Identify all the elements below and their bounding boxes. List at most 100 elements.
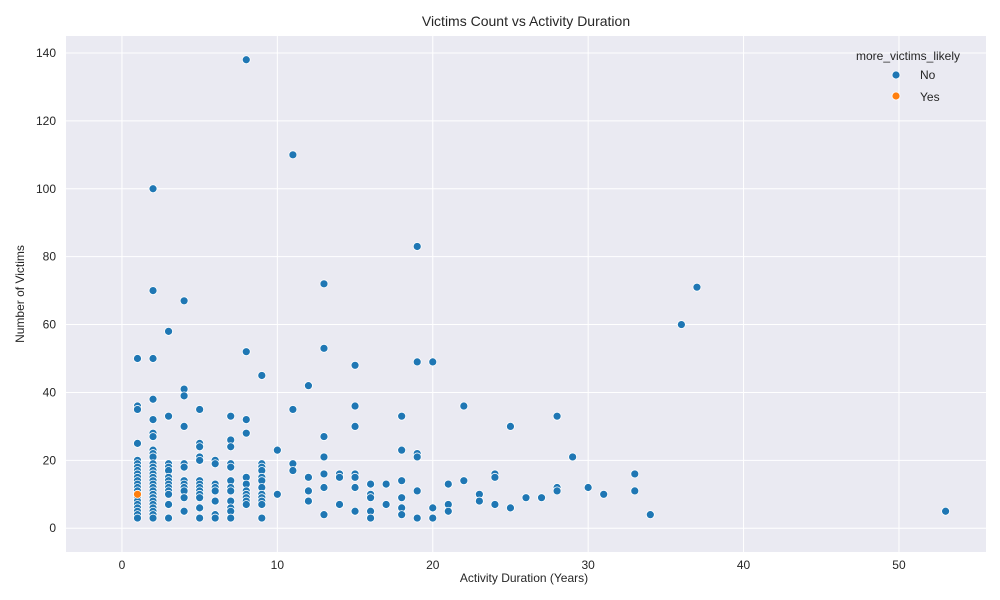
data-point-no [521, 493, 531, 503]
data-point-no [195, 503, 205, 513]
chart-title: Victims Count vs Activity Duration [422, 13, 630, 29]
data-point-no [133, 438, 142, 448]
data-point-no [552, 411, 562, 421]
data-point-no [350, 506, 360, 516]
data-point-no [304, 381, 313, 391]
legend-title: more_victims_likely [856, 49, 960, 63]
y-tick-label: 60 [43, 318, 57, 332]
data-point-no [319, 510, 329, 520]
data-point-no [568, 452, 578, 462]
data-point-no [443, 506, 453, 516]
data-point-no [195, 405, 205, 414]
x-tick-label: 40 [737, 558, 751, 572]
plot-background [66, 36, 986, 552]
data-point-no [630, 486, 640, 496]
x-tick-labels: 0 10 20 30 40 50 [119, 558, 906, 572]
data-point-no [304, 486, 313, 496]
data-point-no [537, 493, 546, 503]
y-tick-label: 120 [36, 114, 56, 128]
data-point-no [319, 343, 329, 353]
data-point-no [164, 411, 173, 421]
data-point-no [397, 493, 407, 503]
legend-label-no: No [920, 68, 936, 82]
data-point-no [257, 371, 267, 380]
data-point-no [272, 445, 282, 455]
data-point-no [490, 500, 500, 509]
data-point-no [335, 500, 344, 509]
data-point-no [599, 489, 609, 499]
data-point-no [397, 476, 407, 486]
data-point-no [148, 184, 158, 194]
data-point-no [195, 442, 205, 452]
data-point-no [148, 432, 158, 441]
data-point-no [179, 391, 189, 401]
data-point-no [164, 513, 173, 523]
grid-lines [66, 36, 986, 552]
data-point-no [164, 489, 173, 499]
data-point-no [677, 320, 686, 329]
data-point-no [210, 486, 220, 496]
data-point-no [148, 286, 158, 296]
x-tick-label: 0 [119, 558, 126, 572]
data-point-no [210, 513, 220, 523]
data-point-no [366, 493, 375, 503]
data-point-no [241, 415, 251, 425]
data-point-no [288, 405, 298, 414]
data-point-no [272, 489, 282, 499]
data-point-no [335, 472, 344, 482]
data-point-no [179, 462, 189, 472]
data-point-no [179, 506, 189, 516]
data-point-no [257, 500, 267, 509]
data-point-no [319, 469, 329, 479]
y-tick-label: 40 [43, 385, 57, 399]
data-point-no [179, 296, 189, 306]
data-points [133, 55, 950, 523]
data-point-no [412, 452, 422, 462]
x-tick-label: 50 [892, 558, 906, 572]
data-point-no [490, 472, 500, 482]
legend-marker-yes [891, 91, 901, 101]
data-point-no [288, 466, 298, 475]
data-point-no [412, 513, 422, 523]
y-tick-labels: 0 20 40 60 80 100 120 140 [36, 46, 56, 535]
data-point-no [366, 513, 375, 523]
data-point-no [257, 513, 267, 523]
data-point-no [148, 394, 158, 404]
data-point-no [443, 479, 453, 489]
y-axis-label: Number of Victims [13, 245, 27, 343]
data-point-no [288, 150, 298, 160]
data-point-no [397, 510, 407, 520]
data-point-no [645, 510, 655, 520]
data-point-no [428, 513, 438, 523]
data-point-no [319, 483, 329, 492]
data-point-no [210, 459, 220, 469]
data-point-no [428, 357, 438, 367]
data-point-no [133, 405, 142, 414]
data-point-no [350, 401, 360, 411]
data-point-no [350, 483, 360, 492]
data-point-no [366, 479, 375, 489]
y-tick-label: 80 [43, 250, 57, 264]
data-point-no [148, 354, 158, 363]
data-point-no [630, 469, 640, 479]
data-point-no [506, 421, 515, 431]
data-point-no [583, 483, 593, 492]
y-tick-label: 0 [49, 521, 56, 535]
data-point-no [210, 496, 220, 506]
data-point-no [304, 496, 313, 506]
y-tick-label: 100 [36, 182, 56, 196]
data-point-no [474, 496, 484, 506]
data-point-no [133, 513, 142, 523]
data-point-no [506, 503, 515, 513]
data-point-no [412, 242, 422, 251]
data-point-no [428, 503, 438, 513]
data-point-no [397, 445, 407, 455]
x-tick-label: 30 [581, 558, 595, 572]
data-point-no [226, 442, 236, 452]
data-point-no [164, 326, 173, 336]
data-point-no [195, 493, 205, 503]
legend-label-yes: Yes [920, 90, 940, 104]
data-point-no [381, 500, 391, 509]
data-point-no [397, 411, 407, 421]
data-point-no [241, 428, 251, 438]
